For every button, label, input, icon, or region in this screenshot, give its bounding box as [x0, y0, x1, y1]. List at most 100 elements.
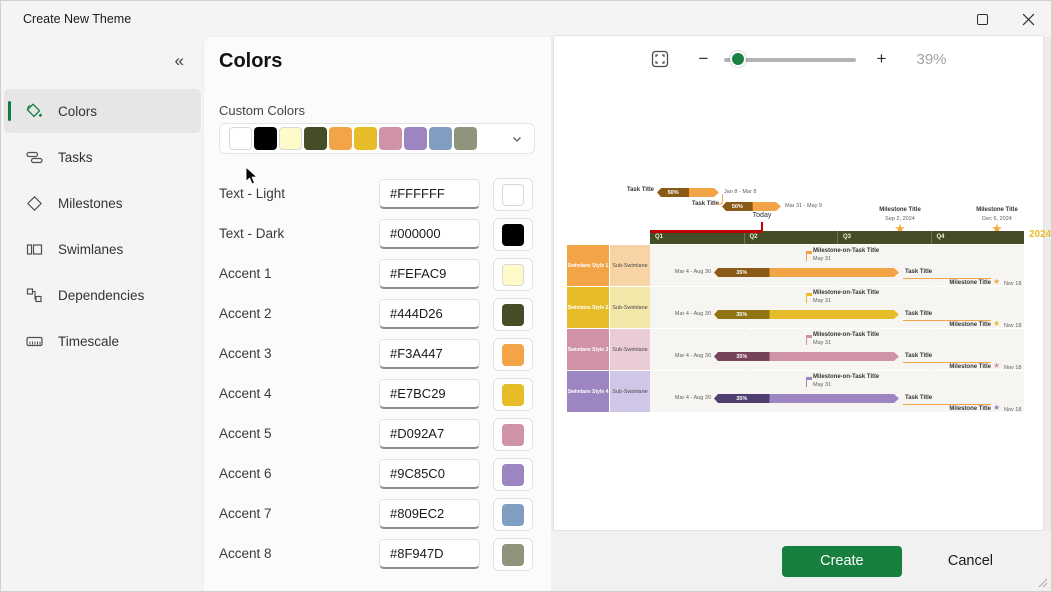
milestone-star-icon: ★ — [894, 221, 906, 236]
task-bar: 35% — [714, 268, 899, 277]
hex-value-input[interactable] — [379, 379, 480, 409]
row-milestone-date: Nov 18 — [1004, 323, 1022, 329]
swimlane-name: Swimlane Style 2 — [567, 287, 609, 328]
color-picker-button[interactable] — [493, 338, 533, 371]
hex-value-input[interactable] — [379, 179, 480, 209]
paint-bucket-icon — [25, 102, 44, 121]
hex-value-input[interactable] — [379, 299, 480, 329]
zoom-in-button[interactable]: + — [876, 49, 887, 68]
milestone-date: Dec 6, 2024 — [982, 216, 1012, 222]
color-row-label: Accent 3 — [219, 346, 272, 361]
flag-cap — [807, 335, 812, 338]
swimlane-row-background — [650, 245, 1024, 286]
task-bars-icon — [25, 148, 44, 167]
flag-cap — [807, 293, 812, 296]
color-picker-button[interactable] — [493, 498, 533, 531]
color-chip — [502, 223, 524, 246]
sidebar-item-label: Milestones — [58, 195, 123, 211]
color-row: Accent 7 — [204, 495, 551, 535]
task-bar: 35% — [714, 352, 899, 361]
zoom-out-button[interactable]: − — [698, 49, 709, 68]
custom-color-swatch[interactable] — [454, 127, 477, 150]
color-picker-button[interactable] — [493, 178, 533, 211]
sub-swimlane-name: Sub-Swimlane — [610, 287, 650, 328]
color-rows: Text - Light Text - Dark Accent 1 Accent 2 A… — [204, 175, 551, 575]
titlebar: Create New Theme — [1, 1, 1051, 37]
sidebar-item-label: Tasks — [58, 149, 93, 165]
sidebar-item-dependencies[interactable]: Dependencies — [4, 273, 201, 317]
hex-value-input[interactable] — [379, 499, 480, 529]
row-milestone-date: Nov 18 — [1004, 407, 1022, 413]
swimlane-name: Swimlane Style 4 — [567, 371, 609, 412]
task-milestone-date: May 31 — [813, 340, 832, 346]
color-chip — [502, 423, 524, 446]
close-button[interactable] — [1005, 1, 1051, 37]
row-milestone-date: Nov 18 — [1004, 281, 1022, 287]
sidebar-item-swimlanes[interactable]: Swimlanes — [4, 227, 201, 271]
custom-color-swatch[interactable] — [404, 127, 427, 150]
row-milestone-date: Nov 18 — [1004, 365, 1022, 371]
sidebar-item-label: Swimlanes — [58, 241, 124, 257]
custom-color-swatch[interactable] — [254, 127, 277, 150]
color-chip — [502, 343, 524, 366]
hex-value-input[interactable] — [379, 219, 480, 249]
custom-color-swatch[interactable] — [429, 127, 452, 150]
quarter-label: Q3 — [837, 231, 931, 244]
milestone-title: Milestone Title — [976, 207, 1018, 213]
task-milestone-title: Milestone-on-Task Title — [813, 248, 880, 254]
color-picker-button[interactable] — [493, 458, 533, 491]
color-picker-button[interactable] — [493, 538, 533, 571]
color-row: Text - Light — [204, 175, 551, 215]
quarter-label: Q1 — [655, 234, 664, 240]
color-row-label: Accent 5 — [219, 426, 272, 441]
sidebar-item-timescale[interactable]: Timescale — [4, 319, 201, 363]
sidebar-item-label: Dependencies — [58, 287, 145, 303]
task-title-label: Task Title — [905, 269, 933, 275]
chevron-down-icon[interactable] — [511, 133, 523, 145]
zoom-slider-thumb[interactable] — [730, 51, 747, 67]
task-dates: Mar 4 - Aug 30 — [674, 269, 711, 275]
hex-value-input[interactable] — [379, 419, 480, 449]
top-task-progress: 50% — [657, 188, 689, 197]
custom-color-swatch[interactable] — [279, 127, 302, 150]
flag-icon — [806, 377, 812, 387]
sidebar-item-tasks[interactable]: Tasks — [4, 135, 201, 179]
color-row-label: Accent 8 — [219, 546, 272, 561]
color-chip — [502, 503, 524, 526]
maximize-button[interactable] — [959, 1, 1005, 37]
cancel-button[interactable]: Cancel — [947, 553, 993, 569]
preview-panel: − + 39% Task Title 50% Jan 8 - Mar 8 Task T… — [551, 35, 1051, 591]
task-progress: 35% — [714, 394, 770, 403]
row-milestone-title: Milestone Title — [949, 406, 991, 412]
fit-to-screen-icon[interactable] — [650, 49, 670, 69]
hex-value-input[interactable] — [379, 339, 480, 369]
gantt-preview: Task Title 50% Jan 8 - Mar 8 Task Title 50% M… — [554, 36, 1051, 530]
color-picker-button[interactable] — [493, 378, 533, 411]
zoom-slider[interactable] — [724, 50, 857, 68]
sidebar-item-milestones[interactable]: Milestones — [4, 181, 201, 225]
dialog-footer: Create Cancel — [551, 531, 1051, 591]
color-row: Accent 4 — [204, 375, 551, 415]
custom-color-swatch[interactable] — [229, 127, 252, 150]
sidebar-item-colors[interactable]: Colors — [4, 89, 201, 133]
create-button[interactable]: Create — [781, 545, 902, 577]
flag-icon — [806, 293, 812, 303]
color-picker-button[interactable] — [493, 258, 533, 291]
hex-value-input[interactable] — [379, 259, 480, 289]
resize-grip[interactable] — [1036, 576, 1048, 588]
hex-value-input[interactable] — [379, 539, 480, 569]
hex-value-input[interactable] — [379, 459, 480, 489]
window-controls — [959, 1, 1051, 37]
custom-color-swatch[interactable] — [329, 127, 352, 150]
sidebar-collapse-button[interactable]: « — [174, 51, 184, 70]
row-milestone-title: Milestone Title — [949, 364, 991, 370]
custom-colors-bar[interactable] — [219, 123, 535, 154]
color-picker-button[interactable] — [493, 418, 533, 451]
task-title-label: Task Title — [905, 353, 933, 359]
color-picker-button[interactable] — [493, 298, 533, 331]
custom-color-swatch[interactable] — [354, 127, 377, 150]
custom-color-swatch[interactable] — [304, 127, 327, 150]
color-chip — [502, 543, 524, 566]
custom-color-swatch[interactable] — [379, 127, 402, 150]
color-picker-button[interactable] — [493, 218, 533, 251]
